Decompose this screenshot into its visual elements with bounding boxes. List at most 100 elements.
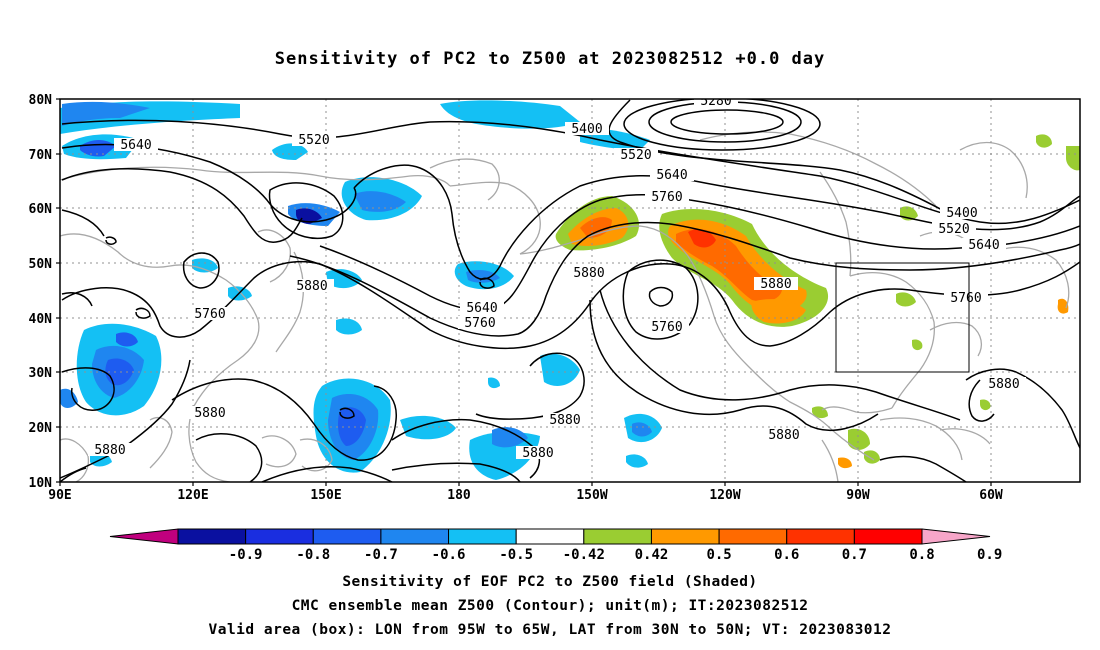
colorbar-tick-label: -0.9 — [229, 547, 263, 563]
svg-text:5640: 5640 — [656, 168, 687, 183]
longitude-labels: 90E 120E 150E 180 150W 120W 90W 60W — [48, 488, 1003, 503]
map-frame — [59, 98, 1081, 483]
contour-label-5760: 5760 — [944, 291, 988, 306]
contour-label-5640: 5640 — [650, 168, 694, 183]
contour-label-5880: 5880 — [188, 406, 232, 421]
lon-label: 90E — [48, 488, 71, 503]
lat-label: 60N — [29, 202, 53, 217]
svg-text:5880: 5880 — [573, 266, 604, 281]
lon-label: 120W — [709, 488, 740, 503]
lon-label: 150W — [576, 488, 607, 503]
lon-label: 180 — [447, 488, 471, 503]
contour-label-5880: 5880 — [516, 446, 560, 461]
colorbar-segment — [786, 528, 855, 545]
svg-text:5880: 5880 — [988, 377, 1019, 392]
lon-label: 60W — [979, 488, 1003, 503]
lon-label: 90W — [846, 488, 870, 503]
contour-label-5520: 5520 — [932, 222, 976, 237]
contour-label-5400: 5400 — [565, 122, 609, 137]
svg-text:5760: 5760 — [651, 190, 682, 205]
contour-label-5760: 5760 — [645, 320, 689, 335]
footer-line-2: CMC ensemble mean Z500 (Contour); unit(m… — [291, 598, 809, 614]
contour-label-5880: 5880 — [567, 266, 611, 281]
svg-text:5760: 5760 — [464, 316, 495, 331]
contour-label-5880: 5880 — [982, 377, 1026, 392]
coastlines — [60, 131, 1070, 482]
contour-label-5520: 5520 — [614, 148, 658, 163]
svg-text:5520: 5520 — [938, 222, 969, 237]
map-title: Sensitivity of PC2 to Z500 at 2023082512… — [274, 49, 826, 69]
colorbar-tick-label: 0.8 — [909, 547, 934, 563]
contour-label-5640: 5640 — [962, 238, 1006, 253]
z500-contours — [60, 99, 1080, 482]
svg-text:5880: 5880 — [296, 279, 327, 294]
colorbar-segment — [583, 528, 652, 545]
contour-label-5520: 5520 — [292, 133, 336, 148]
lon-label: 120E — [177, 488, 208, 503]
svg-text:5520: 5520 — [298, 133, 329, 148]
svg-text:5640: 5640 — [120, 138, 151, 153]
contour-label-5760: 5760 — [188, 307, 232, 322]
svg-text:5640: 5640 — [466, 301, 497, 316]
svg-text:5880: 5880 — [194, 406, 225, 421]
lon-label: 150E — [310, 488, 341, 503]
svg-text:5640: 5640 — [968, 238, 999, 253]
lat-label: 40N — [29, 312, 53, 327]
axis-ticks — [56, 98, 992, 486]
svg-text:5880: 5880 — [522, 446, 553, 461]
colorbar-segment — [718, 528, 788, 545]
svg-text:5760: 5760 — [651, 320, 682, 335]
svg-text:5760: 5760 — [194, 307, 225, 322]
lat-label: 20N — [29, 421, 53, 436]
colorbar-tick-label: -0.6 — [432, 547, 466, 563]
svg-text:5520: 5520 — [620, 148, 651, 163]
svg-text:5760: 5760 — [950, 291, 981, 306]
svg-text:5400: 5400 — [946, 206, 977, 221]
contour-labels: 5280 5400 5400 5520 5520 5520 5640 5640 … — [88, 94, 1026, 461]
lat-label: 80N — [29, 93, 53, 108]
colorbar-segment — [312, 528, 382, 545]
contour-label-5640: 5640 — [114, 138, 158, 153]
lat-label: 10N — [29, 476, 53, 491]
colorbar-tick-label: -0.7 — [364, 547, 398, 563]
lat-label: 30N — [29, 366, 53, 381]
colorbar-segment — [448, 528, 517, 545]
svg-text:5880: 5880 — [760, 277, 791, 292]
latitude-labels: 80N 70N 60N 50N 40N 30N 20N 10N — [29, 93, 53, 491]
colorbar-tick-label: -0.5 — [499, 547, 533, 563]
contour-label-5880: 5880 — [543, 413, 587, 428]
colorbar-tick-label: 0.9 — [977, 547, 1002, 563]
contour-label-5880: 5880 — [290, 279, 334, 294]
colorbar-segment — [853, 528, 923, 545]
svg-text:5880: 5880 — [768, 428, 799, 443]
svg-text:5880: 5880 — [94, 443, 125, 458]
colorbar-tick-label: 0.5 — [706, 547, 731, 563]
colorbar-tick-label: 0.7 — [842, 547, 867, 563]
colorbar-tick-label: 0.42 — [635, 547, 669, 563]
lat-label: 50N — [29, 257, 53, 272]
valid-area-box — [835, 262, 970, 373]
colorbar: -0.9 -0.8 -0.7 -0.6 -0.5 -0.42 0.42 0.5 0.6 0.7 0.… — [109, 528, 1002, 563]
colorbar-segment — [515, 528, 585, 545]
footer-line-3: Valid area (box): LON from 95W to 65W, L… — [208, 622, 892, 638]
contour-label-5880: 5880 — [88, 443, 132, 458]
colorbar-max-triangle — [921, 528, 991, 545]
colorbar-segment — [380, 528, 450, 545]
colorbar-tick-label: -0.42 — [563, 547, 605, 563]
colorbar-segment — [650, 528, 720, 545]
contour-label-5880: 5880 — [762, 428, 806, 443]
svg-text:5400: 5400 — [571, 122, 602, 137]
colorbar-tick-label: -0.8 — [296, 547, 330, 563]
contour-label-5400: 5400 — [940, 206, 984, 221]
svg-text:5280: 5280 — [700, 94, 731, 109]
contour-label-5760: 5760 — [458, 316, 502, 331]
contour-label-5880: 5880 — [754, 277, 798, 292]
colorbar-segment — [245, 528, 314, 545]
footer-line-1: Sensitivity of EOF PC2 to Z500 field (Sh… — [342, 574, 758, 590]
svg-text:5880: 5880 — [549, 413, 580, 428]
colorbar-tick-label: 0.6 — [774, 547, 799, 563]
colorbar-segment — [177, 528, 247, 545]
contour-label-5640: 5640 — [460, 301, 504, 316]
lat-label: 70N — [29, 148, 53, 163]
